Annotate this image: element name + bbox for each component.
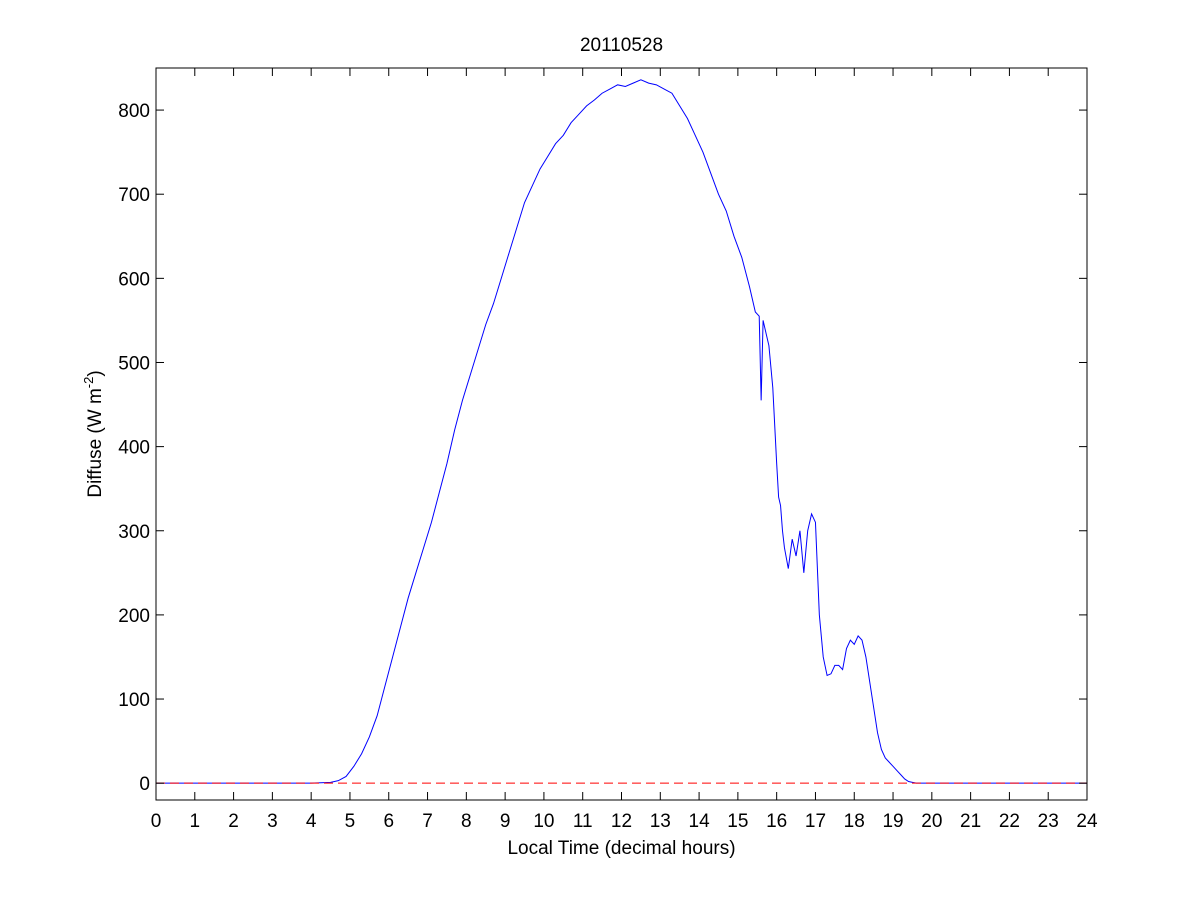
x-tick-label-15: 15	[727, 811, 748, 832]
x-tick-label-7: 7	[422, 811, 433, 832]
x-tick-label-14: 14	[689, 811, 711, 832]
x-axis-label: Local Time (decimal hours)	[507, 838, 735, 859]
y-tick-label-400: 400	[118, 438, 150, 459]
x-tick-label-1: 1	[190, 811, 201, 832]
y-tick-label-200: 200	[118, 606, 150, 627]
x-tick-label-3: 3	[267, 811, 278, 832]
ticks-layer	[155, 68, 1088, 800]
x-tick-label-24: 24	[1076, 811, 1098, 832]
x-tick-label-16: 16	[766, 811, 787, 832]
x-tick-label-21: 21	[960, 811, 981, 832]
x-tick-label-5: 5	[345, 811, 356, 832]
y-tick-label-700: 700	[118, 185, 150, 206]
y-axis-label-superscript: -2	[81, 377, 96, 389]
x-tick-label-13: 13	[650, 811, 671, 832]
x-tick-label-4: 4	[306, 811, 317, 832]
x-tick-label-8: 8	[461, 811, 472, 832]
y-tick-label-600: 600	[118, 269, 150, 290]
x-tick-label-10: 10	[533, 811, 554, 832]
x-tick-label-6: 6	[383, 811, 394, 832]
plot-area	[156, 68, 1087, 800]
labels-layer: 0 1 2 3 4 5 6 7 8 9 10 11 12 13 14 15 16 17 18 19 20 21 22 23 24…	[118, 101, 1098, 832]
y-axis-label: Diffuse (W m-2)	[81, 370, 106, 497]
x-tick-label-2: 2	[228, 811, 239, 832]
y-tick-label-800: 800	[118, 101, 150, 122]
y-axis-label-prefix: Diffuse (W m	[85, 388, 106, 497]
x-tick-label-11: 11	[573, 811, 593, 832]
x-tick-label-19: 19	[882, 811, 903, 832]
x-tick-label-0: 0	[151, 811, 162, 832]
y-tick-label-500: 500	[118, 353, 150, 374]
y-tick-label-300: 300	[118, 522, 150, 543]
x-tick-label-20: 20	[921, 811, 942, 832]
series-line-0	[156, 79, 1087, 784]
y-tick-label-0: 0	[139, 774, 150, 795]
x-tick-label-12: 12	[611, 811, 632, 832]
y-tick-label-100: 100	[118, 690, 150, 711]
chart-title: 20110528	[580, 35, 663, 56]
y-axis-label-suffix: )	[85, 370, 106, 376]
x-tick-label-9: 9	[500, 811, 511, 832]
x-tick-label-17: 17	[805, 811, 826, 832]
series-layer	[156, 79, 1087, 784]
x-tick-label-22: 22	[999, 811, 1020, 832]
x-tick-label-18: 18	[844, 811, 865, 832]
x-tick-label-23: 23	[1038, 811, 1059, 832]
